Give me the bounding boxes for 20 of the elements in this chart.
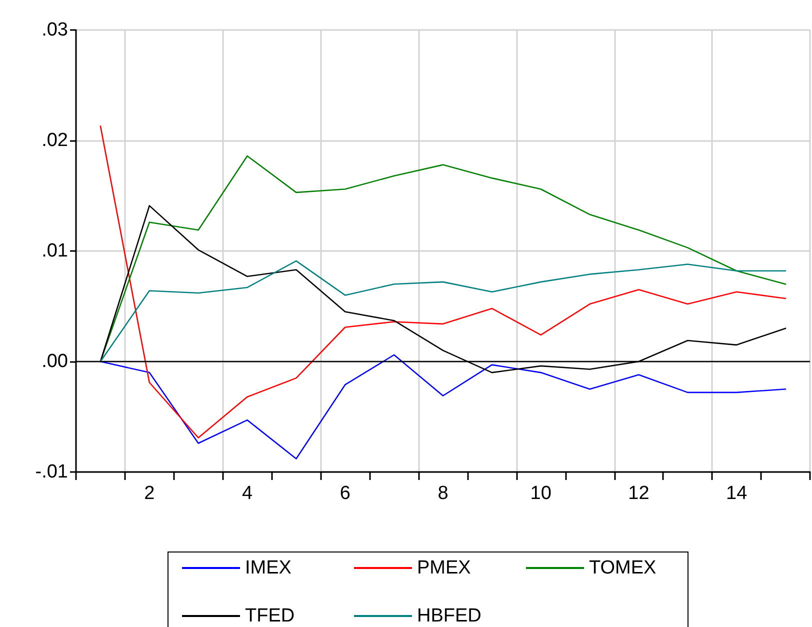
x-tick-label: 2 [144,483,155,504]
y-tick-label: .00 [42,351,68,372]
legend-label: HBFED [417,606,482,626]
y-tick-label: .03 [42,20,68,40]
legend-label: TOMEX [589,558,657,578]
legend-label: IMEX [245,558,292,578]
x-tick-label: 12 [628,483,650,504]
y-tick-label: -.01 [35,462,68,482]
legend-label: PMEX [417,558,472,578]
line-series [100,125,786,438]
x-tick-label: 8 [438,483,448,504]
x-tick-label: 4 [242,483,253,504]
line-series [100,260,786,362]
legend-label: TFED [245,606,295,626]
y-tick-label: .02 [42,130,68,151]
x-tick-label: 10 [530,483,552,504]
y-tick-label: .01 [42,240,68,262]
x-tick-label: 6 [340,483,350,504]
line-series [100,354,786,460]
x-tick-label: 14 [726,483,748,504]
